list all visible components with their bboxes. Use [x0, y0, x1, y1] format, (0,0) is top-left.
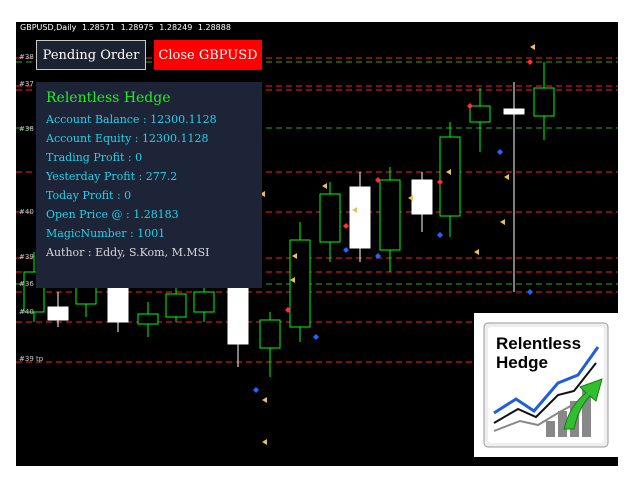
order-line-label: #36 [19, 280, 34, 288]
candle-body [439, 136, 461, 217]
close-position-button[interactable]: Close GBPUSD [154, 40, 262, 70]
logo-graphic: Relentless Hedge [483, 322, 609, 448]
order-marker-icon [285, 307, 291, 313]
trade-arrow-icon [474, 249, 479, 255]
logo-blue-line [493, 346, 600, 415]
candle-body [411, 179, 433, 215]
candle-body [137, 313, 159, 325]
trade-arrow-icon [530, 44, 535, 50]
author: Author : Eddy, S.Kom, M.MSI [46, 246, 210, 259]
candle-body [469, 105, 491, 123]
logo-arrow-icon [563, 378, 603, 430]
logo-text-line1: Relentless [496, 334, 581, 353]
ohlc-close: 1.28888 [197, 23, 231, 32]
order-marker-icon [313, 334, 319, 340]
order-marker-icon [375, 253, 381, 259]
logo-bar [558, 411, 567, 437]
candle-body [379, 179, 401, 251]
candle-body [503, 108, 525, 115]
open-price: Open Price @ : 1.28183 [46, 208, 179, 221]
account-equity: Account Equity : 12300.1128 [46, 132, 209, 145]
trade-arrow-icon [352, 207, 357, 213]
order-marker-icon [467, 103, 473, 109]
trade-arrow-icon [504, 174, 509, 180]
logo-black-line [493, 362, 597, 424]
account-balance: Account Balance : 12300.1128 [46, 113, 217, 126]
panel-title: Relentless Hedge [46, 90, 171, 106]
trade-arrow-icon [262, 397, 267, 403]
ohlc-high: 1.28975 [120, 23, 154, 32]
trade-arrow-icon [262, 439, 267, 445]
logo-text-line2: Hedge [496, 353, 548, 372]
order-line-label: #39 [19, 253, 34, 261]
candle-body [289, 239, 311, 328]
yesterday-profit: Yesterday Profit : 277.2 [46, 170, 178, 183]
candle-body [533, 87, 555, 117]
trade-arrow-icon [260, 191, 265, 197]
order-marker-icon [437, 179, 443, 185]
candle-body [165, 293, 187, 318]
trade-arrow-icon [446, 169, 451, 175]
trade-arrow-icon [290, 277, 295, 283]
trade-arrow-icon [292, 253, 297, 259]
order-marker-icon [343, 223, 349, 229]
order-line-label: #39 tp [19, 355, 44, 363]
trade-arrow-icon [408, 195, 413, 201]
order-marker-icon [497, 149, 503, 155]
candle-body [349, 186, 371, 249]
trading-profit: Trading Profit : 0 [46, 151, 143, 164]
order-marker-icon [527, 59, 533, 65]
candle-body [319, 193, 341, 243]
candle-body [47, 306, 69, 321]
trade-arrow-icon [322, 183, 327, 189]
candle-body [259, 319, 281, 349]
order-marker-icon [343, 247, 349, 253]
logo-gray-line [493, 402, 577, 432]
today-profit: Today Profit : 0 [46, 189, 132, 202]
relentless-hedge-logo: Relentless Hedge [474, 313, 618, 457]
order-marker-icon [375, 177, 381, 183]
order-line-label: #38 [19, 125, 34, 133]
order-marker-icon [437, 232, 443, 238]
info-panel: Relentless Hedge Account Balance : 12300… [36, 82, 262, 288]
pending-order-button[interactable]: Pending Order [36, 40, 146, 70]
candle-body [193, 291, 215, 313]
order-line-label: #38 [19, 53, 34, 61]
order-line-label: #40 [19, 308, 34, 316]
order-line-label: #40 [19, 208, 34, 216]
chart-title: GBPUSD,Daily 1.28571 1.28975 1.28249 1.2… [20, 23, 234, 32]
magic-number: MagicNumber : 1001 [46, 227, 166, 240]
ohlc-open: 1.28571 [81, 23, 116, 32]
order-line-label: #37 [19, 80, 34, 88]
ohlc-low: 1.28249 [159, 23, 193, 32]
trade-arrow-icon [500, 219, 505, 225]
chart-window[interactable]: GBPUSD,Daily 1.28571 1.28975 1.28249 1.2… [16, 22, 618, 466]
order-marker-icon [253, 387, 259, 393]
logo-bar [582, 389, 591, 437]
logo-bar [546, 421, 555, 437]
order-marker-icon [527, 289, 533, 295]
symbol-label: GBPUSD,Daily [20, 23, 77, 32]
